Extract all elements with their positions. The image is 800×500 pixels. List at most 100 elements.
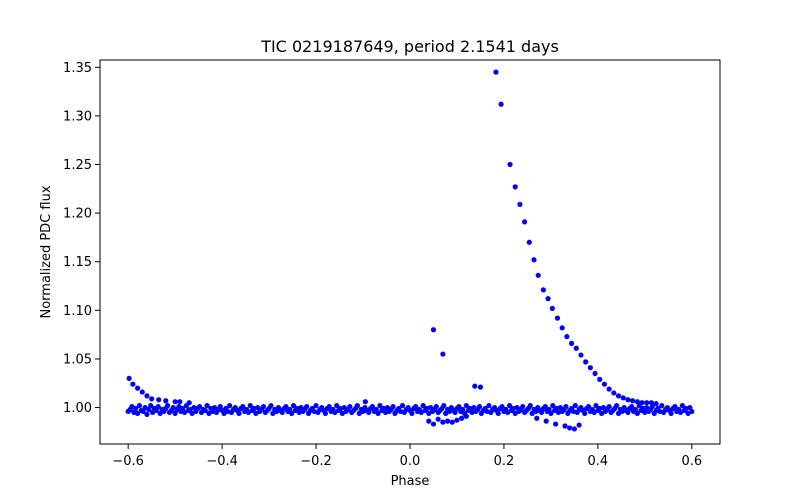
data-point	[456, 403, 462, 410]
data-point	[326, 403, 332, 410]
data-point	[217, 403, 223, 410]
data-point	[430, 421, 437, 427]
data-point	[347, 403, 353, 410]
data-point	[606, 386, 612, 392]
data-point	[126, 375, 132, 381]
data-point	[554, 315, 561, 321]
data-point	[172, 410, 178, 416]
data-point	[576, 422, 582, 428]
data-point	[180, 405, 186, 412]
x-tick-label: 0.2	[494, 454, 515, 469]
data-point	[247, 403, 253, 409]
data-point	[540, 287, 546, 293]
data-point	[449, 419, 455, 425]
data-point	[426, 418, 432, 424]
data-point	[289, 410, 295, 416]
data-point	[499, 403, 505, 410]
data-point	[260, 403, 267, 410]
data-point	[572, 403, 578, 409]
data-point	[196, 403, 203, 410]
data-point	[543, 418, 549, 424]
data-point	[535, 272, 541, 278]
data-point	[486, 403, 492, 409]
data-point	[582, 410, 588, 416]
data-point	[634, 399, 640, 405]
data-point	[493, 69, 499, 75]
data-point	[578, 352, 584, 358]
data-point	[399, 403, 406, 409]
data-point	[593, 403, 599, 409]
data-point	[611, 390, 617, 396]
data-point	[689, 408, 695, 415]
data-point	[322, 410, 329, 416]
data-point	[165, 403, 171, 409]
x-tick-label: 0.0	[400, 454, 421, 469]
data-point	[420, 403, 426, 409]
data-point	[177, 399, 183, 405]
data-point	[649, 403, 655, 410]
data-point	[563, 403, 569, 410]
data-point	[679, 403, 686, 409]
data-point	[506, 403, 513, 409]
data-point	[133, 405, 139, 412]
data-point	[550, 403, 556, 409]
data-point	[573, 345, 579, 351]
data-point	[369, 403, 376, 410]
x-tick-label: 0.4	[588, 454, 609, 469]
data-point	[559, 325, 565, 331]
x-tick-label: 0.6	[681, 454, 702, 469]
data-point	[495, 410, 501, 416]
data-point	[155, 403, 161, 410]
data-point	[625, 397, 631, 403]
data-point	[534, 415, 540, 421]
data-point	[644, 400, 650, 406]
data-point	[629, 403, 635, 410]
data-point	[130, 381, 136, 387]
data-point	[568, 340, 575, 346]
y-tick-label: 1.25	[63, 158, 92, 173]
data-point	[592, 370, 598, 377]
data-point	[553, 421, 559, 427]
data-point	[287, 406, 293, 413]
data-point	[440, 351, 446, 357]
data-point	[377, 403, 383, 409]
data-point	[435, 416, 441, 422]
data-point	[144, 411, 150, 417]
data-point	[672, 403, 678, 410]
y-tick-label: 1.35	[63, 61, 92, 76]
data-point	[614, 403, 620, 409]
data-point	[512, 184, 518, 190]
data-point	[571, 426, 577, 432]
data-point	[531, 257, 537, 263]
data-point	[630, 398, 636, 404]
data-point	[140, 408, 146, 415]
data-point	[373, 406, 379, 413]
data-point	[149, 396, 155, 402]
data-point	[549, 305, 555, 311]
x-tick-label: −0.4	[206, 454, 238, 469]
data-point	[440, 419, 446, 425]
data-point	[227, 403, 233, 409]
data-point	[148, 403, 154, 409]
data-point	[606, 403, 612, 410]
data-point	[430, 327, 437, 333]
data-point	[632, 406, 639, 413]
data-point	[134, 385, 141, 391]
data-point	[597, 376, 603, 382]
data-point	[601, 381, 608, 387]
data-point	[625, 409, 631, 416]
data-point	[620, 395, 626, 401]
data-point	[136, 403, 143, 409]
data-point	[283, 403, 289, 410]
data-point	[454, 417, 460, 423]
data-point	[636, 403, 642, 409]
data-point	[687, 404, 693, 411]
data-point	[546, 406, 552, 413]
data-point	[146, 406, 152, 413]
data-point	[668, 410, 674, 416]
data-point	[583, 359, 589, 365]
data-point	[139, 389, 145, 395]
data-point	[268, 403, 274, 409]
y-axis: 1.00 1.05 1.10 1.15 1.20 1.25 1.30 1.35	[63, 61, 100, 416]
